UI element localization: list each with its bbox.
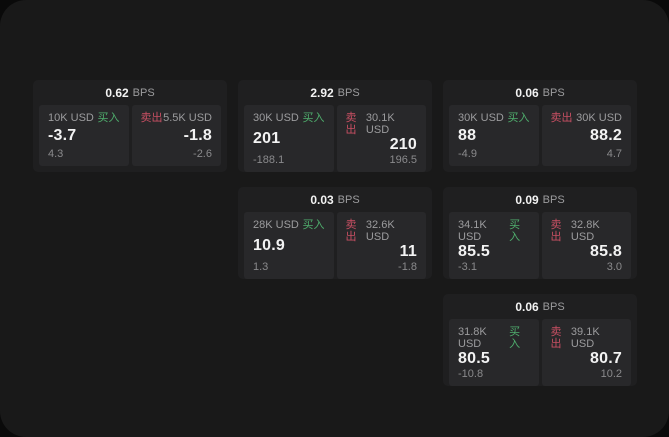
sell-price: 80.7 — [590, 350, 622, 367]
quotes-grid: 0.62 BPS 10K USD 买入 -3.7 4.3 卖出 5.5K USD — [33, 80, 637, 386]
sell-price: 11 — [399, 243, 417, 260]
bps-header: 0.06 BPS — [443, 80, 637, 105]
buy-side-label: 买入 — [302, 112, 325, 124]
quote-card: 0.06 BPS 31.8K USD 买入 80.5 -10.8 卖出 39.1… — [443, 294, 637, 386]
sell-panel[interactable]: 卖出 30K USD 88.2 4.7 — [541, 105, 631, 166]
buy-sub-value: 4.3 — [48, 148, 64, 160]
quote-panels: 10K USD 买入 -3.7 4.3 卖出 5.5K USD -1.8 -2.… — [33, 105, 227, 172]
sell-notional: 30.1K USD — [365, 112, 395, 136]
quote-panels: 30K USD 买入 88 -4.9 卖出 30K USD 88.2 4.7 — [443, 105, 637, 172]
buy-price: 10.9 — [253, 237, 285, 254]
sell-notional: 39.1K USD — [570, 326, 600, 350]
sell-price: 210 — [389, 136, 417, 153]
bps-unit-label: BPS — [337, 193, 360, 206]
sell-sub-value: 196.5 — [389, 154, 417, 166]
sell-side-label: 卖出 — [140, 112, 163, 124]
bps-unit-label: BPS — [542, 193, 565, 206]
sell-side-label: 卖出 — [550, 112, 573, 124]
quote-panels: 30K USD 买入 201 -188.1 卖出 30.1K USD 210 1… — [238, 105, 432, 178]
sell-price: 88.2 — [590, 127, 622, 144]
buy-panel[interactable]: 30K USD 买入 201 -188.1 — [244, 105, 334, 172]
sell-notional: 32.8K USD — [570, 219, 600, 243]
buy-sub-value: -188.1 — [253, 154, 285, 166]
sell-notional: 30K USD — [576, 112, 622, 124]
buy-notional: 30K USD — [253, 112, 299, 124]
bps-header: 0.62 BPS — [33, 80, 227, 105]
sell-notional: 5.5K USD — [163, 112, 212, 124]
bps-unit-label: BPS — [132, 86, 155, 99]
buy-side-label: 买入 — [97, 112, 120, 124]
bps-value: 0.06 — [515, 299, 539, 314]
buy-sub-value: -10.8 — [458, 368, 484, 380]
sell-notional: 32.6K USD — [365, 219, 395, 243]
buy-panel[interactable]: 10K USD 买入 -3.7 4.3 — [39, 105, 129, 166]
buy-price: -3.7 — [48, 127, 77, 144]
sell-side-label: 卖出 — [550, 219, 562, 243]
sell-panel[interactable]: 卖出 39.1K USD 80.7 10.2 — [541, 319, 631, 386]
quote-card: 0.06 BPS 30K USD 买入 88 -4.9 卖出 30K USD — [443, 80, 637, 172]
sell-side-label: 卖出 — [345, 112, 357, 136]
sell-side-label: 卖出 — [345, 219, 357, 243]
buy-sub-value: 1.3 — [253, 261, 269, 273]
quote-panels: 34.1K USD 买入 85.5 -3.1 卖出 32.8K USD 85.8… — [443, 212, 637, 285]
quote-card: 0.09 BPS 34.1K USD 买入 85.5 -3.1 卖出 32.8K… — [443, 187, 637, 279]
bps-value: 0.06 — [515, 85, 539, 100]
buy-price: 88 — [458, 127, 477, 144]
bps-header: 0.09 BPS — [443, 187, 637, 212]
bps-header: 0.06 BPS — [443, 294, 637, 319]
sell-sub-value: -2.6 — [193, 148, 212, 160]
buy-notional: 31.8K USD — [458, 326, 487, 350]
buy-price: 85.5 — [458, 243, 490, 260]
quote-card: 0.62 BPS 10K USD 买入 -3.7 4.3 卖出 5.5K USD — [33, 80, 227, 172]
bps-value: 2.92 — [310, 85, 334, 100]
quote-card: 2.92 BPS 30K USD 买入 201 -188.1 卖出 30.1K … — [238, 80, 432, 172]
sell-price: 85.8 — [590, 243, 622, 260]
bps-value: 0.09 — [515, 192, 539, 207]
bps-unit-label: BPS — [542, 300, 565, 313]
sell-panel[interactable]: 卖出 5.5K USD -1.8 -2.6 — [131, 105, 221, 166]
sell-price: -1.8 — [183, 127, 212, 144]
sell-sub-value: 10.2 — [600, 368, 622, 380]
buy-notional: 34.1K USD — [458, 219, 487, 243]
buy-panel[interactable]: 30K USD 买入 88 -4.9 — [449, 105, 539, 166]
bps-value: 0.03 — [310, 192, 334, 207]
buy-side-label: 买入 — [509, 326, 521, 350]
buy-price: 80.5 — [458, 350, 490, 367]
bps-unit-label: BPS — [542, 86, 565, 99]
quote-card: 0.03 BPS 28K USD 买入 10.9 1.3 卖出 32.6K US… — [238, 187, 432, 279]
buy-panel[interactable]: 28K USD 买入 10.9 1.3 — [244, 212, 334, 279]
bps-value: 0.62 — [105, 85, 129, 100]
buy-panel[interactable]: 31.8K USD 买入 80.5 -10.8 — [449, 319, 539, 386]
buy-panel[interactable]: 34.1K USD 买入 85.5 -3.1 — [449, 212, 539, 279]
buy-side-label: 买入 — [302, 219, 325, 231]
quote-panels: 28K USD 买入 10.9 1.3 卖出 32.6K USD 11 -1.8 — [238, 212, 432, 285]
bps-unit-label: BPS — [337, 86, 360, 99]
buy-sub-value: -4.9 — [458, 148, 477, 160]
buy-side-label: 买入 — [507, 112, 530, 124]
bps-header: 2.92 BPS — [238, 80, 432, 105]
sell-sub-value: 3.0 — [606, 261, 622, 273]
sell-sub-value: -1.8 — [398, 261, 417, 273]
buy-notional: 10K USD — [48, 112, 94, 124]
buy-notional: 28K USD — [253, 219, 299, 231]
sell-panel[interactable]: 卖出 30.1K USD 210 196.5 — [336, 105, 426, 172]
quote-panels: 31.8K USD 买入 80.5 -10.8 卖出 39.1K USD 80.… — [443, 319, 637, 392]
buy-sub-value: -3.1 — [458, 261, 477, 273]
buy-notional: 30K USD — [458, 112, 504, 124]
sell-panel[interactable]: 卖出 32.6K USD 11 -1.8 — [336, 212, 426, 279]
buy-side-label: 买入 — [509, 219, 521, 243]
buy-price: 201 — [253, 130, 281, 147]
bps-header: 0.03 BPS — [238, 187, 432, 212]
sell-panel[interactable]: 卖出 32.8K USD 85.8 3.0 — [541, 212, 631, 279]
sell-side-label: 卖出 — [550, 326, 562, 350]
sell-sub-value: 4.7 — [606, 148, 622, 160]
